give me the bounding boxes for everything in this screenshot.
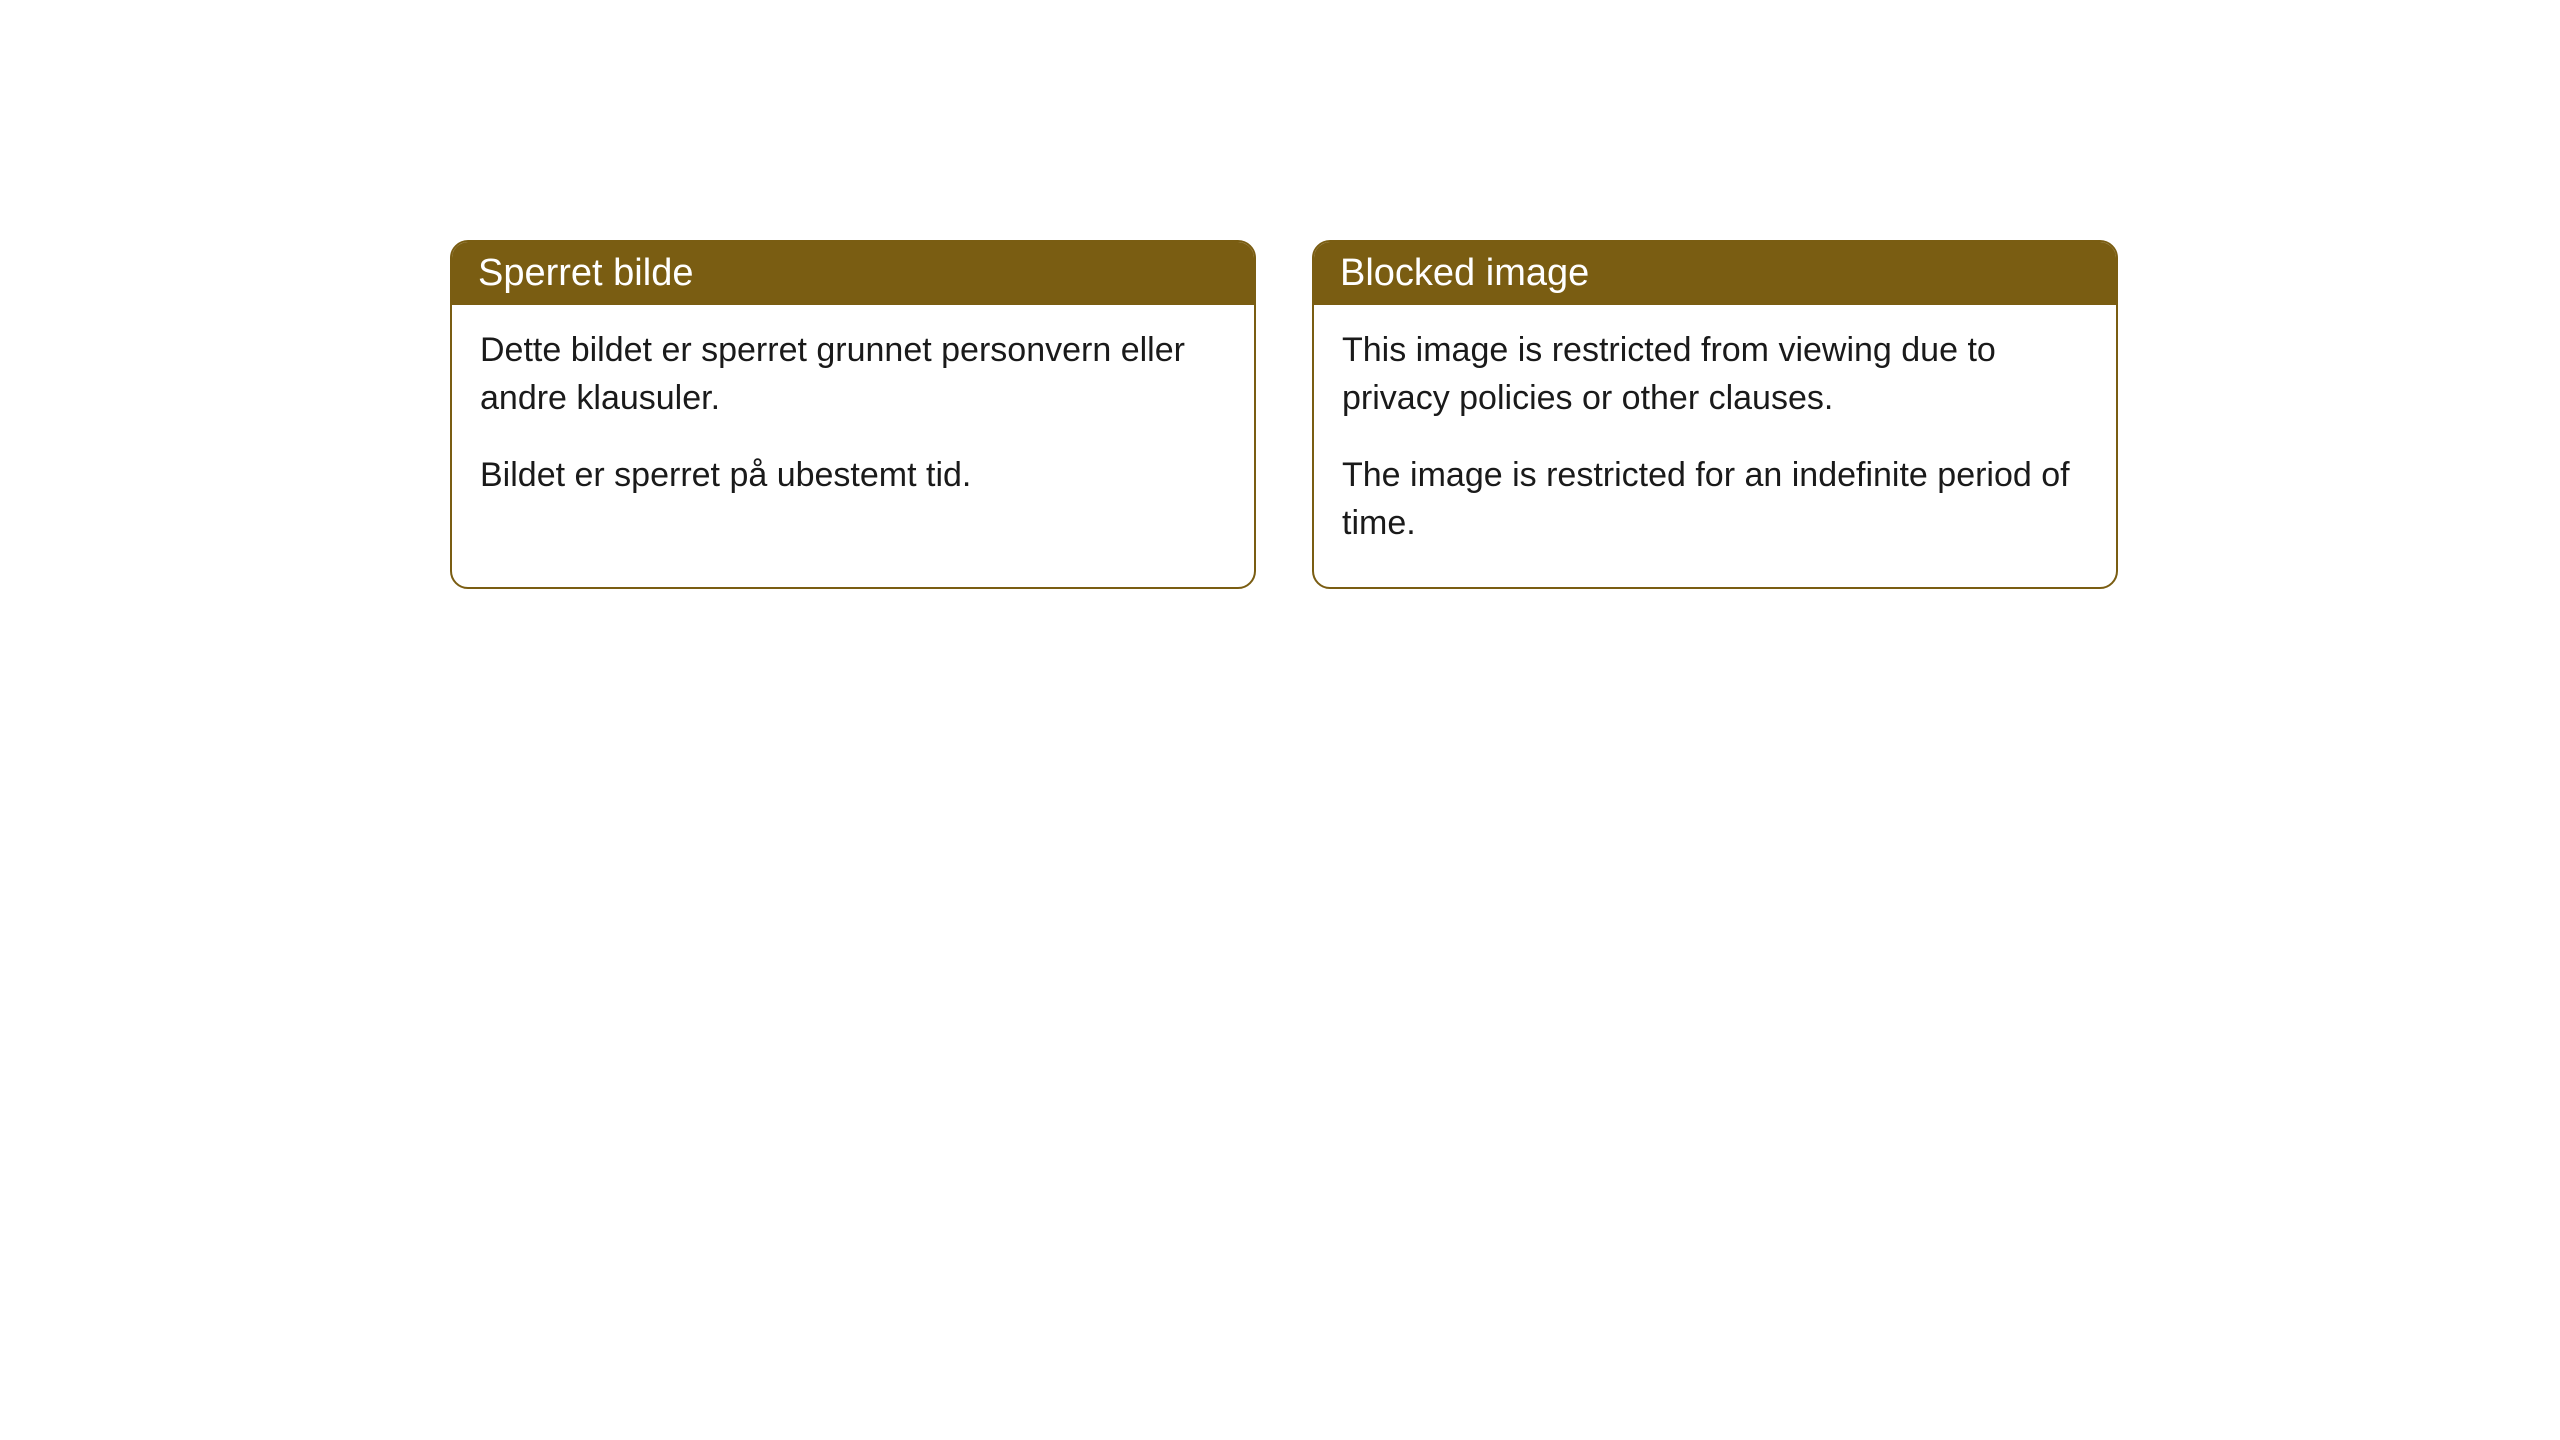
blocked-image-card-norwegian: Sperret bilde Dette bildet er sperret gr…: [450, 240, 1256, 589]
card-body-norwegian: Dette bildet er sperret grunnet personve…: [452, 305, 1254, 540]
card-paragraph-1-english: This image is restricted from viewing du…: [1342, 327, 2088, 422]
card-header-english: Blocked image: [1314, 242, 2116, 305]
card-paragraph-1-norwegian: Dette bildet er sperret grunnet personve…: [480, 327, 1226, 422]
card-header-norwegian: Sperret bilde: [452, 242, 1254, 305]
blocked-image-card-english: Blocked image This image is restricted f…: [1312, 240, 2118, 589]
card-paragraph-2-norwegian: Bildet er sperret på ubestemt tid.: [480, 452, 1226, 500]
notice-cards-container: Sperret bilde Dette bildet er sperret gr…: [450, 240, 2118, 589]
card-title-norwegian: Sperret bilde: [478, 252, 693, 294]
card-paragraph-2-english: The image is restricted for an indefinit…: [1342, 452, 2088, 547]
card-title-english: Blocked image: [1340, 252, 1589, 294]
card-body-english: This image is restricted from viewing du…: [1314, 305, 2116, 587]
